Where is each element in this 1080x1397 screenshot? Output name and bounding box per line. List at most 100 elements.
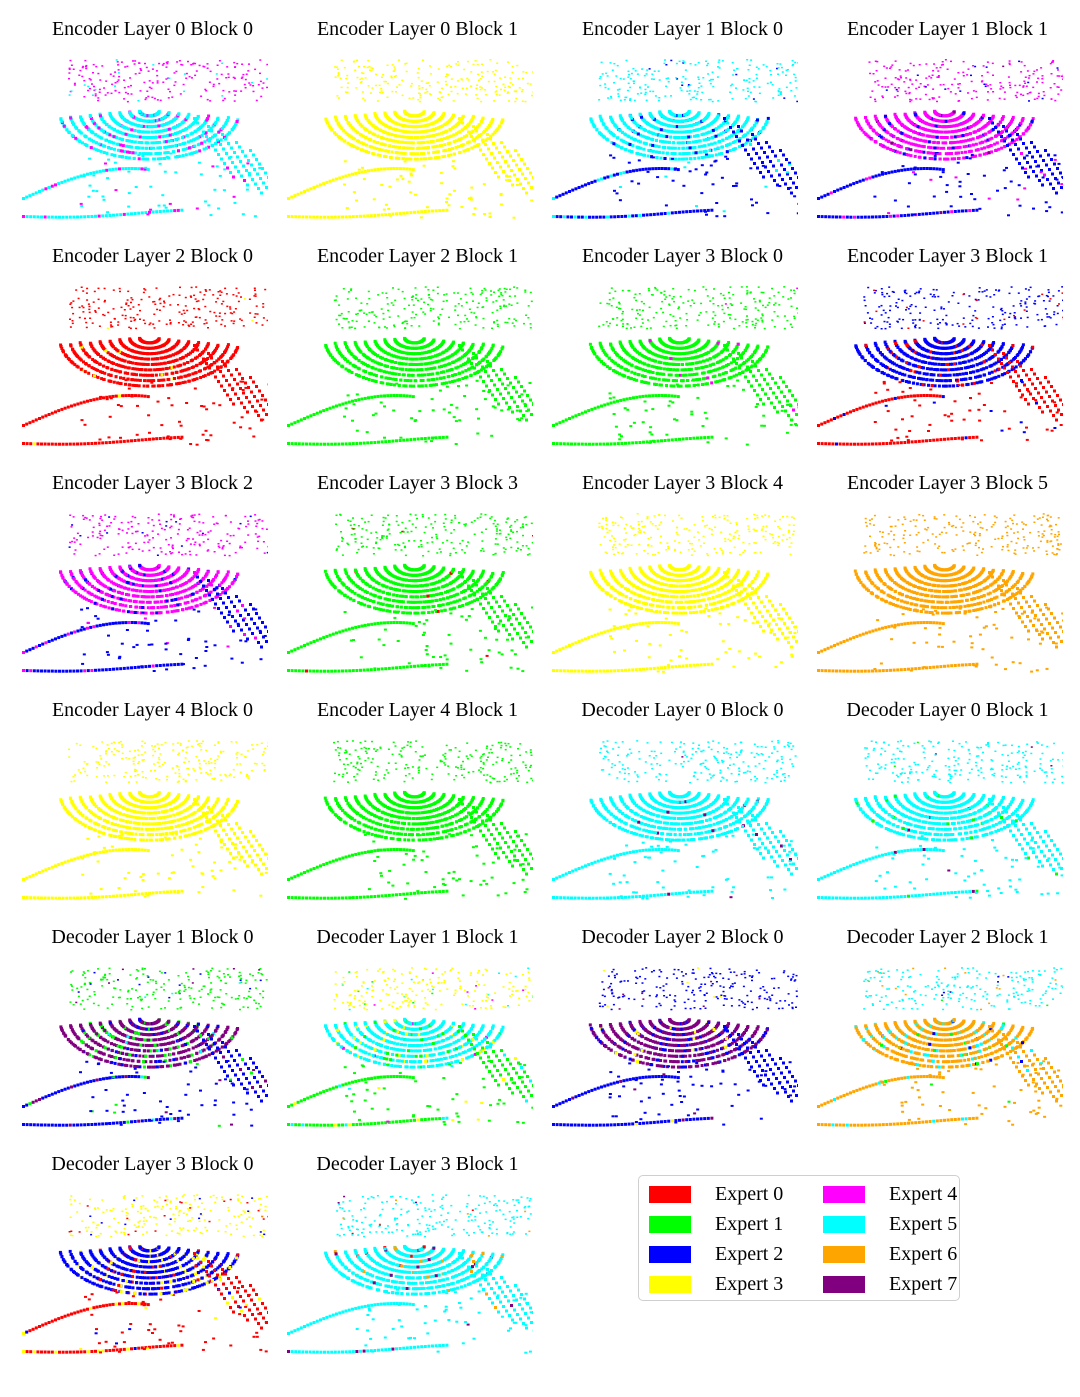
point [666, 129, 670, 133]
point [105, 80, 108, 82]
point [376, 134, 380, 138]
point [972, 123, 976, 127]
point [731, 141, 735, 144]
point [70, 177, 73, 181]
point [968, 209, 972, 213]
point [746, 117, 750, 121]
point [589, 118, 593, 122]
point [489, 59, 492, 61]
point [949, 119, 953, 123]
point [209, 100, 212, 102]
point [530, 199, 533, 202]
point [166, 378, 170, 381]
point [871, 175, 875, 179]
point [264, 171, 267, 175]
point [431, 145, 435, 149]
point [820, 195, 824, 199]
point [954, 176, 958, 179]
point [124, 314, 127, 317]
point [1056, 67, 1059, 69]
point [160, 378, 164, 382]
point [977, 135, 981, 139]
point [937, 76, 940, 78]
point [497, 175, 500, 179]
point [1046, 178, 1049, 181]
point [196, 121, 199, 125]
point [107, 140, 111, 143]
point [235, 287, 238, 290]
point [473, 139, 476, 143]
point [793, 95, 796, 97]
point [363, 99, 366, 101]
point [93, 290, 96, 293]
point [896, 94, 899, 97]
point [959, 140, 963, 144]
point [82, 311, 85, 313]
point [935, 211, 939, 215]
point [71, 320, 74, 322]
point [203, 323, 206, 325]
point [1020, 93, 1022, 96]
point [591, 215, 595, 219]
point [421, 146, 425, 150]
point [426, 123, 429, 127]
point [211, 165, 215, 168]
point [183, 312, 186, 314]
point [128, 145, 132, 149]
point [386, 131, 389, 135]
point [1012, 153, 1015, 156]
point [675, 77, 678, 79]
point [88, 184, 92, 187]
point [112, 308, 115, 310]
point [213, 142, 217, 146]
point [79, 343, 83, 347]
point [607, 97, 610, 99]
point [422, 141, 426, 144]
point [507, 85, 510, 88]
point [939, 146, 943, 150]
point [869, 96, 872, 98]
point [891, 64, 894, 66]
point [386, 96, 389, 98]
point [953, 129, 957, 133]
point [167, 139, 170, 143]
point [126, 377, 130, 381]
point [1056, 75, 1059, 77]
point [705, 153, 709, 156]
point [704, 173, 708, 176]
point [427, 209, 431, 213]
point [247, 70, 250, 72]
point [887, 212, 891, 215]
point [940, 130, 944, 134]
point [390, 133, 394, 137]
point [648, 130, 652, 134]
point [616, 64, 619, 67]
point [144, 125, 148, 129]
point [924, 93, 927, 96]
point [343, 114, 347, 118]
point [507, 175, 511, 178]
point [1009, 180, 1013, 183]
point [1005, 166, 1008, 169]
point [84, 135, 88, 139]
point [629, 86, 632, 89]
point [617, 93, 620, 95]
point [760, 146, 763, 150]
point [618, 128, 621, 132]
point [965, 156, 969, 160]
point [762, 64, 765, 66]
point [123, 345, 127, 349]
point [413, 210, 416, 214]
point [644, 142, 648, 146]
point [241, 150, 244, 153]
point [400, 117, 404, 121]
point [893, 149, 897, 153]
point [929, 146, 933, 150]
point [1003, 145, 1007, 149]
point [673, 146, 677, 150]
point [114, 189, 118, 192]
point [681, 84, 684, 86]
point [165, 155, 169, 158]
point [97, 353, 100, 356]
point [707, 73, 710, 75]
